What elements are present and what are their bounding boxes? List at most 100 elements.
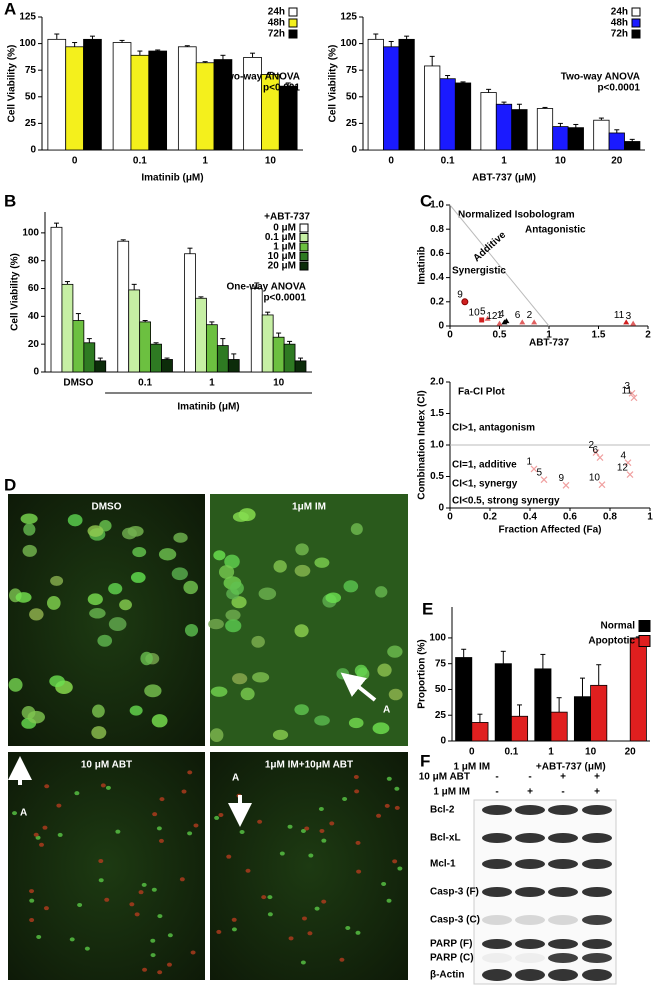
legend-label: 72h — [611, 29, 628, 40]
cell — [329, 821, 335, 826]
bar — [494, 663, 512, 742]
cell — [134, 912, 140, 917]
error-bar — [477, 713, 483, 723]
error-bar — [153, 342, 159, 345]
cell — [181, 789, 187, 794]
point-label: 2 — [527, 310, 533, 321]
bar — [250, 288, 263, 373]
blot-label: PARP (F) — [430, 939, 472, 950]
panel-label: A — [4, 0, 16, 18]
cell — [239, 829, 245, 834]
cell — [42, 825, 48, 830]
cell — [129, 902, 135, 907]
y-tick-label: 100 — [340, 38, 357, 49]
error-bar — [429, 55, 435, 66]
bar — [261, 314, 274, 373]
bar — [590, 684, 608, 742]
cell — [314, 906, 320, 911]
cell — [300, 829, 306, 834]
cell — [356, 869, 362, 874]
blot-band — [582, 887, 612, 897]
blot-band — [582, 953, 612, 963]
legend-label: 0.1 μM — [265, 232, 296, 243]
bar — [83, 342, 96, 373]
blot-band — [482, 915, 512, 925]
error-bar — [373, 33, 379, 40]
cell — [258, 587, 277, 600]
bar — [130, 54, 150, 151]
cell — [151, 714, 168, 728]
micrograph-bg — [210, 752, 408, 980]
cell — [272, 729, 289, 740]
cell — [157, 914, 163, 919]
cell — [294, 564, 311, 577]
error-bar — [75, 313, 81, 321]
point-label: 10 — [589, 472, 601, 483]
bar — [150, 343, 162, 373]
x-tick-label: 2 — [645, 330, 651, 341]
point — [531, 319, 538, 325]
cell — [376, 813, 382, 818]
annotation: One-way ANOVA — [227, 282, 306, 293]
bar — [367, 38, 384, 151]
x-tick-label: 0.6 — [563, 512, 577, 523]
annotation: Antagonistic — [525, 225, 586, 236]
y-tick-label: 0.6 — [430, 248, 444, 259]
bar — [424, 65, 441, 151]
cell — [226, 854, 232, 859]
cell — [336, 668, 350, 680]
cell — [267, 912, 273, 917]
cell — [156, 826, 162, 831]
legend-swatch — [299, 223, 309, 233]
blot-band — [515, 939, 545, 949]
cell — [36, 934, 42, 939]
blot-sign: + — [560, 772, 566, 783]
cell — [132, 547, 147, 558]
x-tick-label: 1 — [647, 512, 653, 523]
cell — [119, 599, 132, 611]
y-tick-label: 1.5 — [430, 408, 444, 419]
cell — [138, 890, 144, 895]
bar — [177, 46, 197, 151]
cell — [39, 842, 45, 847]
sub-label: +ABT-737 (μM) — [536, 762, 606, 773]
micrograph-label: 1μM IM+10μM ABT — [265, 760, 353, 771]
point — [484, 315, 491, 321]
cell — [321, 838, 327, 843]
point — [540, 476, 548, 484]
cell — [355, 840, 361, 845]
cell — [129, 705, 143, 716]
cell — [209, 728, 224, 743]
cell — [104, 897, 110, 902]
error-bar — [276, 332, 282, 338]
bar — [112, 42, 132, 151]
cell — [294, 704, 309, 716]
cell — [300, 960, 306, 965]
blot-band — [482, 887, 512, 897]
blot-condition: 10 μM ABT — [419, 772, 470, 783]
cell — [15, 592, 32, 603]
cell — [273, 560, 287, 573]
blot-band — [548, 953, 578, 963]
cell — [20, 513, 38, 525]
blot-band — [548, 805, 578, 815]
blot-band — [515, 915, 545, 925]
bar — [278, 85, 298, 151]
micrograph — [210, 752, 408, 980]
cell — [375, 586, 388, 598]
error-bar — [220, 338, 226, 346]
bar — [184, 253, 196, 373]
legend-swatch — [631, 29, 641, 39]
bar — [567, 127, 584, 151]
blot-band — [482, 953, 512, 963]
chart-title: Normalized Isobologram — [458, 210, 575, 221]
y-tick-label: 0 — [440, 736, 446, 747]
cell — [267, 895, 273, 900]
cell — [150, 953, 156, 958]
error-bar — [573, 123, 579, 128]
bar — [227, 359, 240, 373]
annotation: CI=1, additive — [452, 460, 517, 471]
error-bar — [187, 247, 193, 254]
cell — [372, 722, 390, 735]
error-bar — [54, 33, 60, 40]
